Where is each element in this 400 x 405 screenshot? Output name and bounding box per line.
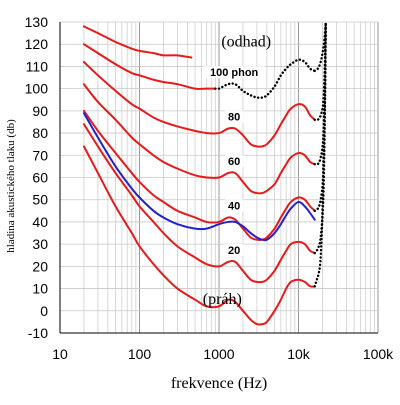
x-tick-label: 100 [128,346,152,362]
axes [59,22,378,334]
series-layer [82,20,327,326]
y-tick-label: 80 [32,125,48,141]
y-tick-label: 60 [32,170,48,186]
y-tick-label: 0 [40,303,48,319]
curve-label-background [224,155,244,168]
curve-label: 80 [228,112,240,124]
y-tick-label: 20 [32,258,48,274]
y-tick-label: 120 [25,36,49,52]
series-line-40-blue [82,112,316,242]
y-tick-label: 40 [32,214,48,230]
curve-label: 40 [228,200,240,212]
series-line-60 [82,83,316,195]
x-tick-label: 1000 [203,346,234,362]
annotation-text: (odhad) [221,33,271,50]
y-tick-label: 10 [32,281,48,297]
annotations: (odhad) (práh) [203,33,271,308]
y-tick-label: 50 [32,192,48,208]
y-tick-label: 70 [32,147,48,163]
curve-label-background [224,199,244,212]
series-line-80-odhad [313,20,327,122]
series-line-80 [82,60,316,148]
series-line-100-phon [214,58,316,100]
curve-label-background [203,66,265,79]
curve-label: 20 [228,245,240,257]
tick-labels: -10 0 10 20 30 40 50 60 70 80 90 100 110 120 130 10 100 1… [25,14,395,362]
y-tick-label: 30 [32,236,48,252]
series-line-100-phon [82,43,217,90]
curve-label: 100 phon [210,67,259,79]
series-line-100-odhad [313,20,327,73]
curve-label-background [224,110,244,123]
curve-labels: 20 40 60 80 100 phon [203,66,265,257]
series-line-20 [82,123,316,284]
y-tick-label: -10 [28,325,48,341]
x-tick-label: 10 [52,346,68,362]
series-line-pr-h [82,145,316,326]
series-line-pr-h-odhad [313,20,327,288]
curve-label: 60 [228,156,240,168]
y-tick-label: 130 [25,14,49,30]
series-line-120 [82,25,193,59]
y-axis-title: hladina akustického tlaku (db) [5,119,17,253]
annotation-text: (práh) [203,291,242,308]
x-tick-label: 10k [287,346,311,362]
x-axis-title: frekvence (Hz) [171,375,267,392]
y-tick-label: 100 [25,81,49,97]
y-tick-label: 110 [26,58,49,74]
curve-label-background [224,243,244,256]
x-tick-label: 100k [363,346,394,362]
y-tick-label: 90 [32,103,48,119]
